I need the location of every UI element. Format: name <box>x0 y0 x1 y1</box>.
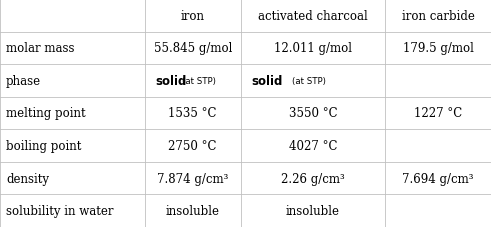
Text: 2.26 g/cm³: 2.26 g/cm³ <box>281 172 345 185</box>
Text: (at STP): (at STP) <box>183 76 217 86</box>
Text: solid: solid <box>156 75 187 88</box>
Text: solubility in water: solubility in water <box>6 204 113 217</box>
Text: 1227 °C: 1227 °C <box>414 107 463 120</box>
Text: solid: solid <box>251 75 283 88</box>
Text: 179.5 g/mol: 179.5 g/mol <box>403 42 474 55</box>
Text: boiling point: boiling point <box>6 139 82 152</box>
Text: molar mass: molar mass <box>6 42 75 55</box>
Text: melting point: melting point <box>6 107 85 120</box>
Text: 12.011 g/mol: 12.011 g/mol <box>274 42 352 55</box>
Text: 7.874 g/cm³: 7.874 g/cm³ <box>157 172 228 185</box>
Text: iron: iron <box>181 10 205 23</box>
Text: (at STP): (at STP) <box>292 76 326 86</box>
Text: 7.694 g/cm³: 7.694 g/cm³ <box>403 172 474 185</box>
Text: density: density <box>6 172 49 185</box>
Text: 3550 °C: 3550 °C <box>289 107 337 120</box>
Text: iron carbide: iron carbide <box>402 10 475 23</box>
Text: insoluble: insoluble <box>286 204 340 217</box>
Text: 4027 °C: 4027 °C <box>289 139 337 152</box>
Text: phase: phase <box>6 75 41 88</box>
Text: insoluble: insoluble <box>166 204 219 217</box>
Text: 55.845 g/mol: 55.845 g/mol <box>154 42 232 55</box>
Text: activated charcoal: activated charcoal <box>258 10 368 23</box>
Text: 2750 °C: 2750 °C <box>168 139 217 152</box>
Text: 1535 °C: 1535 °C <box>168 107 217 120</box>
